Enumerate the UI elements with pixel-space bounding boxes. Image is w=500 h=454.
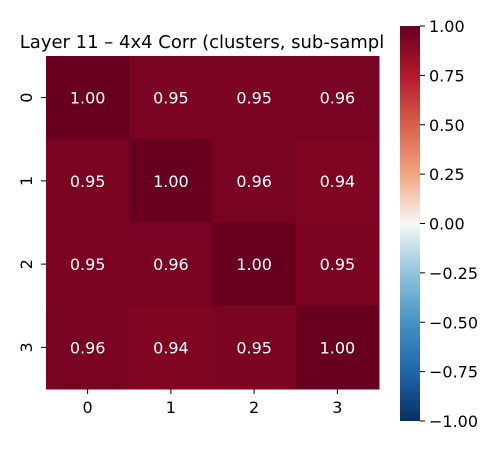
heatmap-cell-r0-c1 (129, 56, 213, 140)
y-tick-label: 2 (17, 259, 36, 269)
cell-value-label: 0.94 (153, 338, 189, 357)
cell-value-label: 1.00 (236, 255, 272, 274)
x-tick-label: 2 (249, 398, 259, 417)
colorbar-tick-label: −0.25 (429, 264, 478, 283)
colorbar-tick-label: −1.00 (429, 412, 478, 431)
colorbar-tick-label: 0.75 (429, 66, 465, 85)
chart-title: Layer 11 – 4x4 Corr (clusters, sub-sampl (20, 32, 384, 53)
colorbar-tick-label: 0.50 (429, 116, 465, 135)
cell-value-label: 1.00 (70, 89, 106, 108)
y-axis: 0 1 2 3 (17, 93, 46, 352)
colorbar-tick-label: 0.25 (429, 165, 465, 184)
cell-value-label: 1.00 (153, 172, 189, 191)
heatmap-cell-r2-c2 (212, 222, 297, 307)
x-tick-label: 3 (332, 398, 342, 417)
heatmap-cell-r1-c3 (295, 139, 380, 223)
colorbar-tick-label: 1.00 (429, 17, 465, 36)
cell-value-label: 0.96 (236, 172, 272, 191)
heatmap-cell-r2-c0 (46, 222, 130, 307)
colorbar-ticks: 1.00 0.75 0.50 0.25 0.00 −0.25 −0.50 −0.75 −1.00 (420, 17, 478, 431)
cell-value-label: 0.96 (70, 338, 106, 357)
y-tick-label: 1 (17, 176, 36, 186)
cell-value-label: 0.95 (236, 89, 272, 108)
heatmap-cell-r1-c1 (129, 139, 213, 223)
heatmap-cell-r2-c3 (295, 222, 380, 307)
colorbar (400, 26, 420, 421)
heatmap-cells (46, 56, 380, 390)
x-tick-label: 0 (83, 398, 93, 417)
y-tick-label: 0 (17, 93, 36, 103)
colorbar-tick-label: −0.50 (429, 313, 478, 332)
heatmap-cell-r0-c0 (46, 56, 130, 140)
cell-value-label: 0.96 (320, 89, 356, 108)
heatmap-cell-r3-c1 (129, 305, 213, 390)
cell-value-label: 0.95 (153, 89, 189, 108)
x-axis: 0 1 2 3 (83, 389, 342, 417)
cell-value-label: 0.94 (320, 172, 356, 191)
heatmap-cell-r1-c2 (212, 139, 297, 223)
heatmap-cell-r3-c2 (212, 305, 297, 390)
colorbar-tick-label: 0.00 (429, 215, 465, 234)
cell-value-label: 0.96 (153, 255, 189, 274)
cell-value-label: 0.95 (70, 172, 106, 191)
heatmap-cell-r0-c2 (212, 56, 297, 140)
colorbar-tick-label: −0.75 (429, 363, 478, 382)
heatmap-cell-r2-c1 (129, 222, 213, 307)
heatmap-cell-r3-c3 (295, 305, 380, 390)
cell-value-label: 0.95 (236, 338, 272, 357)
cell-value-label: 1.00 (320, 338, 356, 357)
y-tick-label: 3 (17, 342, 36, 352)
x-tick-label: 1 (166, 398, 176, 417)
cell-value-label: 0.95 (70, 255, 106, 274)
heatmap-cell-labels: 1.00 0.95 0.95 0.96 0.95 1.00 0.96 0.94 0.95 0.96… (70, 89, 355, 358)
cell-value-label: 0.95 (320, 255, 356, 274)
heatmap-cell-r0-c3 (295, 56, 380, 140)
heatmap-cell-r3-c0 (46, 305, 130, 390)
heatmap-cell-r1-c0 (46, 139, 130, 223)
